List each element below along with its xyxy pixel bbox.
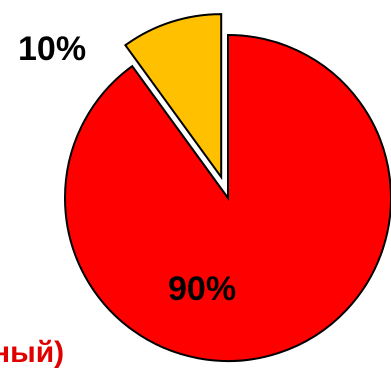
cropped-annotation: ный): [0, 336, 64, 369]
pie-slices: [65, 14, 391, 361]
slice-label-large: 90%: [168, 270, 236, 308]
slice-label-small: 10%: [18, 30, 86, 68]
pie-slice-large: [65, 35, 391, 361]
